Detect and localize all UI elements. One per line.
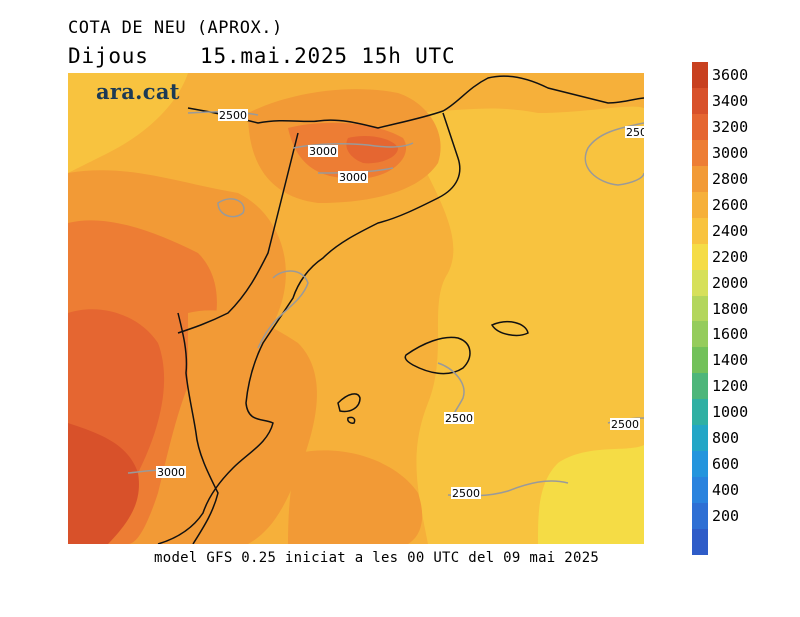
contour-label: 2500	[218, 109, 248, 122]
field-2200-northwest	[68, 73, 188, 173]
model-run-footer: model GFS 0.25 iniciat a les 00 UTC del …	[154, 550, 600, 566]
color-scale-segment	[692, 269, 708, 297]
contour-label: 3000	[156, 466, 186, 479]
color-scale-segment	[692, 321, 708, 348]
contour-label-text: 3000	[157, 466, 185, 479]
color-scale-label: 3600	[712, 65, 749, 84]
color-scale-segment	[692, 113, 708, 141]
color-scale-label: 1000	[712, 403, 749, 422]
coastline-catalonia	[157, 112, 461, 544]
color-scale-segment	[692, 529, 708, 555]
forecast-day: Dijous	[68, 44, 149, 68]
border-portugal	[177, 312, 219, 544]
color-scale-segment	[692, 62, 708, 89]
color-scale-segment	[692, 503, 708, 530]
contour-ring-west	[217, 198, 245, 218]
field-2800-south	[288, 450, 423, 544]
island-ibiza	[337, 393, 361, 413]
contour-label-text: 2500	[219, 109, 247, 122]
color-scale-segment	[692, 399, 708, 426]
contour-label: 2500	[451, 487, 481, 500]
color-scale-segment	[692, 425, 708, 452]
contour-label-text: 2500	[611, 418, 639, 431]
snow-level-map: 2500 3000 3000 2500 2500 2500 3000 2500	[68, 73, 644, 544]
color-scale-label: 1200	[712, 377, 749, 396]
forecast-datetime: 15.mai.2025 15h UTC	[200, 44, 456, 68]
color-scale-segment	[692, 347, 708, 374]
color-scale-label: 3200	[712, 117, 749, 136]
contour-label-text: 2500	[445, 412, 473, 425]
color-scale-label: 3400	[712, 91, 749, 110]
forecast-time-row: Dijous 15.mai.2025 15h UTC	[68, 44, 455, 68]
contour-label-text: 2500	[452, 487, 480, 500]
color-scale-label: 600	[712, 455, 740, 474]
map-title: COTA DE NEU (APROX.)	[68, 18, 283, 38]
contour-label: 2500	[625, 126, 644, 139]
color-scale-label: 2400	[712, 221, 749, 240]
island-formentera	[347, 416, 356, 424]
color-scale-segment	[692, 295, 708, 322]
color-scale-label: 200	[712, 507, 740, 526]
color-scale-segment	[692, 373, 708, 400]
color-scale-segment	[692, 217, 708, 245]
contour-label: 2500	[444, 412, 474, 425]
color-scale-label: 3000	[712, 143, 749, 162]
color-scale-label: 1400	[712, 351, 749, 370]
contour-label: 2500	[610, 418, 640, 431]
field-3000-pyrenees	[288, 122, 407, 179]
color-scale-segment	[692, 243, 708, 271]
island-majorca	[404, 336, 471, 375]
color-scale-segment	[692, 139, 708, 167]
color-scale-label: 1600	[712, 325, 749, 344]
color-scale-bar	[692, 62, 708, 555]
field-2800-inland	[178, 310, 317, 544]
contour-label: 3000	[308, 145, 338, 158]
coastline-iberia	[187, 75, 644, 129]
contour-label-text: 3000	[339, 171, 367, 184]
contour-2500-northeast	[584, 122, 644, 186]
border-france-spain	[177, 132, 299, 334]
color-scale-label: 2800	[712, 169, 749, 188]
color-scale-label: 2600	[712, 195, 749, 214]
color-scale-segment	[692, 87, 708, 115]
contour-label-text: 2500	[626, 126, 644, 139]
contour-label-text: 3000	[309, 145, 337, 158]
contour-label: 3000	[338, 171, 368, 184]
field-2200-southeast	[538, 445, 644, 544]
field-3200-pyrenees	[346, 136, 398, 164]
color-scale-label: 2200	[712, 247, 749, 266]
contour-3000-pyrenees	[292, 142, 414, 149]
island-minorca	[490, 321, 529, 337]
field-3400-southwest	[68, 423, 139, 544]
color-scale-label: 800	[712, 429, 740, 448]
map-panel: 2500 3000 3000 2500 2500 2500 3000 2500	[68, 73, 644, 544]
contour-2500-inland	[257, 270, 309, 349]
color-scale-segment	[692, 191, 708, 219]
color-scale-segment	[692, 165, 708, 193]
color-scale-segment	[692, 451, 708, 478]
color-scale-label: 1800	[712, 299, 749, 318]
color-scale-label: 2000	[712, 273, 749, 292]
brand-logo: ara.cat	[96, 79, 180, 104]
color-scale-segment	[692, 477, 708, 504]
color-scale-label: 400	[712, 481, 740, 500]
